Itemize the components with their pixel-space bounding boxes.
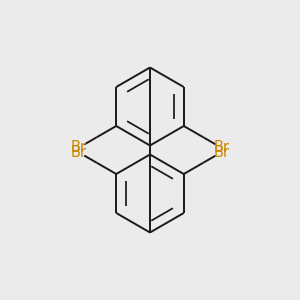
Text: Br: Br [70,145,87,160]
Text: Br: Br [213,145,230,160]
Text: Br: Br [213,140,230,155]
Text: Br: Br [70,140,87,155]
